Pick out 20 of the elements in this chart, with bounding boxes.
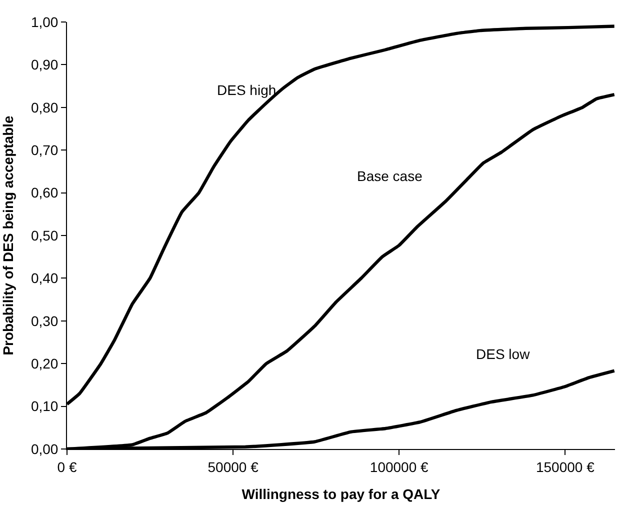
text: Base case bbox=[357, 168, 423, 184]
y-tick-label: 0,30 bbox=[30, 312, 58, 329]
y-tick-label: 0,00 bbox=[30, 440, 58, 457]
series-label: DES high bbox=[217, 82, 276, 98]
x-tick-label: 150000 € bbox=[536, 458, 595, 475]
y-tick-label: 0,60 bbox=[30, 184, 58, 201]
x-tick-label: 50000 € bbox=[208, 458, 259, 475]
x-axis-title: Willingness to pay for a QALY bbox=[242, 486, 441, 502]
y-tick-label: 0,50 bbox=[30, 227, 58, 244]
y-tick-label: 1,00 bbox=[30, 14, 58, 30]
y-tick-label: 0,10 bbox=[30, 398, 58, 414]
x-tick-label: 100000 € bbox=[370, 458, 429, 475]
y-tick-label: 0,40 bbox=[30, 270, 58, 286]
y-tick-label: 0,20 bbox=[30, 356, 58, 372]
y-tick-label: 0,70 bbox=[30, 142, 58, 158]
text: DES low bbox=[476, 346, 531, 362]
y-tick-label: 0,80 bbox=[30, 99, 58, 116]
x-tick-label: 0 € bbox=[57, 458, 77, 475]
y-axis-title: Probability of DES being acceptable bbox=[0, 115, 16, 356]
y-tick-label: 0,90 bbox=[30, 56, 58, 73]
